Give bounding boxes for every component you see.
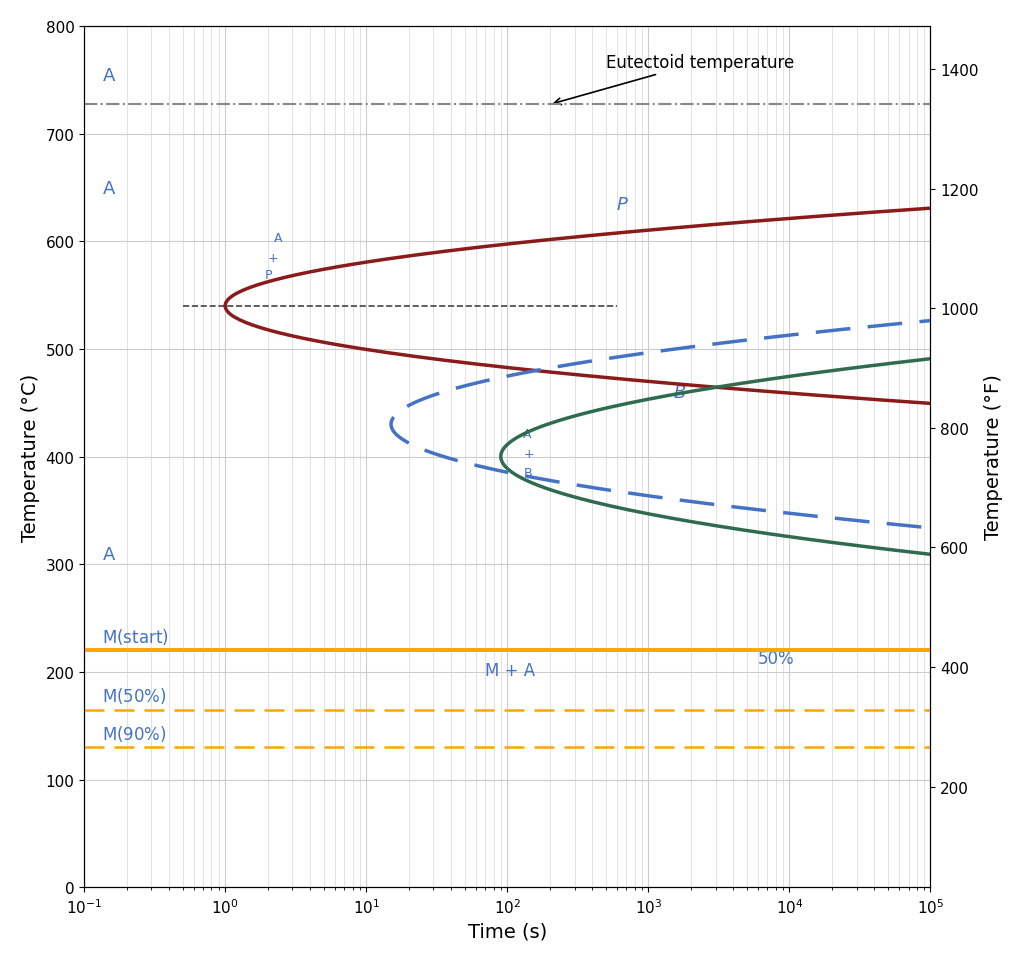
Text: B: B bbox=[673, 383, 685, 402]
Text: A: A bbox=[102, 180, 115, 198]
Text: A: A bbox=[523, 428, 531, 441]
Text: $M$(50%): $M$(50%) bbox=[102, 685, 167, 705]
Y-axis label: Temperature (°C): Temperature (°C) bbox=[20, 373, 40, 541]
Text: P: P bbox=[617, 196, 628, 213]
Text: +: + bbox=[523, 447, 534, 460]
Text: B: B bbox=[523, 466, 531, 480]
X-axis label: Time (s): Time (s) bbox=[468, 922, 547, 940]
Text: A: A bbox=[273, 232, 282, 245]
Text: $M$(90%): $M$(90%) bbox=[102, 723, 167, 743]
Text: A: A bbox=[102, 545, 115, 563]
Text: 50%: 50% bbox=[758, 650, 795, 668]
Text: M + A: M + A bbox=[485, 661, 536, 679]
Y-axis label: Temperature (°F): Temperature (°F) bbox=[984, 374, 1004, 540]
Text: $M$(start): $M$(start) bbox=[102, 626, 169, 646]
Text: A: A bbox=[102, 66, 115, 85]
Text: +: + bbox=[267, 251, 279, 264]
Text: Eutectoid temperature: Eutectoid temperature bbox=[554, 54, 794, 106]
Text: P: P bbox=[264, 268, 272, 282]
